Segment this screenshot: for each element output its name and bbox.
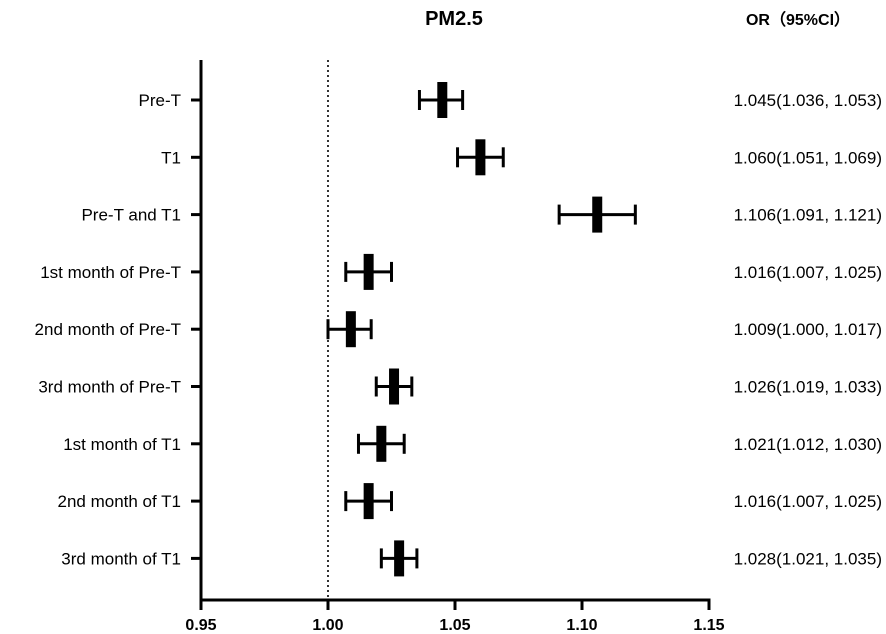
point-estimate-marker (437, 82, 448, 118)
x-tick-label: 0.95 (185, 617, 216, 634)
or-value-label: 1.016(1.007, 1.025) (734, 263, 882, 282)
or-column-header: OR（95%CI） (746, 11, 850, 29)
point-estimate-marker (389, 368, 400, 405)
point-estimate-marker (363, 483, 374, 520)
or-value-label: 1.016(1.007, 1.025) (734, 492, 882, 511)
category-label: 3rd month of T1 (61, 549, 181, 568)
category-label: T1 (161, 148, 181, 167)
category-label: Pre-T and T1 (81, 206, 181, 225)
or-value-label: 1.106(1.091, 1.121) (734, 206, 882, 225)
point-estimate-marker (376, 425, 387, 462)
point-estimate-marker (363, 253, 374, 290)
or-value-label: 1.045(1.036, 1.053) (734, 91, 882, 110)
point-estimate-marker (592, 196, 603, 233)
plot-marks: Pre-T 1.045(1.036, 1.053) T1 1.060(1.051, 1… (35, 82, 882, 577)
or-value-label: 1.026(1.019, 1.033) (734, 378, 882, 397)
point-estimate-marker (394, 540, 405, 577)
x-tick-label: 1.00 (312, 617, 343, 634)
point-estimate-marker (475, 139, 486, 176)
or-value-label: 1.060(1.051, 1.069) (734, 148, 882, 167)
axes: 0.95 1.00 1.05 1.10 1.15 (185, 60, 725, 634)
x-tick-label: 1.10 (566, 617, 597, 634)
point-estimate-marker (345, 311, 356, 348)
category-label: 1st month of T1 (63, 435, 181, 454)
x-tick-label: 1.05 (439, 617, 470, 634)
category-label: 3rd month of Pre-T (38, 378, 181, 397)
or-value-label: 1.028(1.021, 1.035) (734, 549, 882, 568)
category-label: 2nd month of T1 (58, 492, 182, 511)
or-value-label: 1.009(1.000, 1.017) (734, 320, 882, 339)
chart-title: PM2.5 (425, 8, 483, 30)
category-label: 1st month of Pre-T (40, 263, 181, 282)
category-label: 2nd month of Pre-T (35, 320, 181, 339)
or-value-label: 1.021(1.012, 1.030) (734, 435, 882, 454)
x-tick-label: 1.15 (693, 617, 724, 634)
category-label: Pre-T (139, 91, 182, 110)
